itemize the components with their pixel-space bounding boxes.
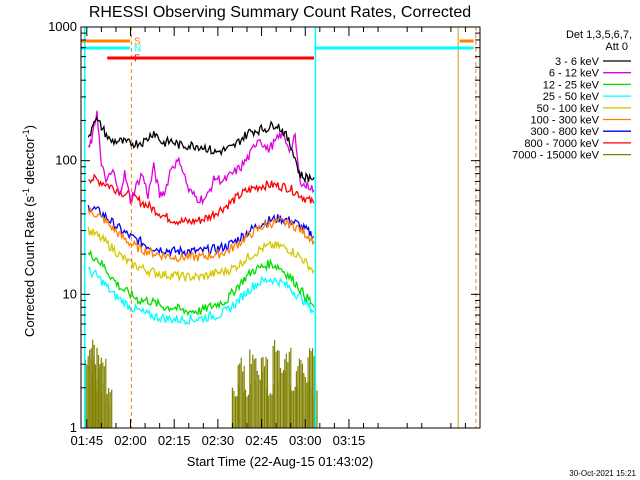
footer-timestamp: 30-Oct-2021 15:21 <box>569 469 636 478</box>
series-line-50-100-kev <box>87 226 315 283</box>
x-tick-label: 02:30 <box>202 433 235 448</box>
flag-label-n: N <box>134 44 141 55</box>
series-line-25-50-kev <box>87 266 315 326</box>
legend-label: 3 - 6 keV <box>555 56 600 68</box>
y-tick-label: 1000 <box>48 19 77 34</box>
series-layer <box>84 110 318 428</box>
legend-label: 100 - 300 keV <box>531 115 600 127</box>
x-tick-label: 03:15 <box>333 433 366 448</box>
series-line-3-6-kev <box>87 115 315 185</box>
y-tick-label: 100 <box>55 153 77 168</box>
legend-title: Det 1,3,5,6,7, <box>566 29 632 41</box>
y-tick-label: 1 <box>70 420 77 435</box>
legend-label: 12 - 25 keV <box>543 79 600 91</box>
legend-label: 6 - 12 keV <box>549 68 600 80</box>
x-tick-label: 02:15 <box>158 433 191 448</box>
series-line-800-7000-kev <box>88 173 315 226</box>
legend-label: 25 - 50 keV <box>543 91 600 103</box>
plot-frame <box>80 26 481 429</box>
x-axis-label: Start Time (22-Aug-15 01:43:02) <box>187 454 373 469</box>
overlay-layer: SNF <box>81 27 477 428</box>
x-tick-label: 02:00 <box>114 433 147 448</box>
x-tick-label: 02:45 <box>245 433 278 448</box>
legend-label: 7000 - 15000 keV <box>512 150 600 162</box>
legend-label: 800 - 7000 keV <box>524 138 599 150</box>
axis-layer: 1 10 100 1000 01:45 02:00 02:15 02:30 02:45 03:00… <box>48 19 481 448</box>
legend-label: 300 - 800 keV <box>531 126 600 138</box>
legend-label: 50 - 100 keV <box>537 103 600 115</box>
series-line-100-300-kev <box>87 206 315 263</box>
y-axis-label: Corrected Count Rate (s-1 detector-1) <box>21 125 37 337</box>
series-line-12-25-kev <box>87 249 315 317</box>
y-tick-label: 10 <box>63 286 77 301</box>
x-tick-label: 01:45 <box>71 433 104 448</box>
chart-title: RHESSI Observing Summary Count Rates, Co… <box>89 4 471 21</box>
legend-subtitle: Att 0 <box>605 41 628 53</box>
series-line-300-800-kev <box>87 204 315 257</box>
series-line-6-12-kev <box>87 110 315 206</box>
flag-label-f: F <box>134 54 140 65</box>
x-tick-label: 03:00 <box>289 433 322 448</box>
flag-label-s: S <box>134 37 141 48</box>
